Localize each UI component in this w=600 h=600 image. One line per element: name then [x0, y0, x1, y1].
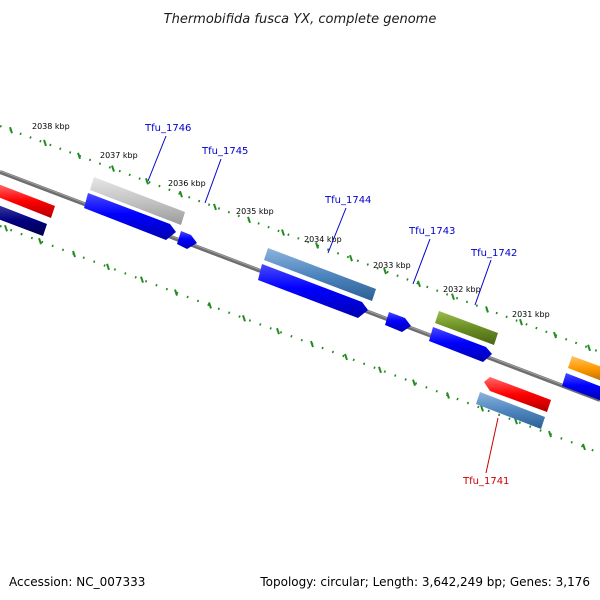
scale-label: 2034 kbp	[304, 235, 342, 244]
major-tick	[72, 250, 76, 258]
major-tick	[174, 289, 178, 296]
cds-1744[interactable]	[258, 264, 368, 318]
major-tick	[412, 379, 416, 386]
scale-label: 2036 kbp	[168, 179, 206, 188]
leader-tfu-1742	[474, 259, 492, 306]
major-tick	[514, 417, 518, 425]
major-tick	[315, 242, 319, 249]
leader-tfu-1743	[412, 238, 431, 285]
gene-tfu-1746-feature[interactable]	[90, 177, 185, 225]
gene-tfu-1742-feature[interactable]	[435, 311, 498, 345]
major-tick	[9, 126, 13, 134]
major-tick	[519, 318, 523, 326]
major-tick	[417, 280, 421, 288]
gene-label-tfu-1741[interactable]: Tfu_1741	[462, 476, 509, 487]
major-tick	[106, 263, 110, 271]
major-tick	[553, 331, 557, 339]
major-tick	[242, 314, 246, 322]
gene-navy-left[interactable]	[0, 205, 47, 236]
major-tick	[43, 139, 47, 147]
major-tick	[383, 267, 387, 275]
major-tick	[548, 430, 552, 438]
cds-right[interactable]	[562, 373, 600, 401]
gene-tfu-1744-feature[interactable]	[264, 248, 376, 301]
scale-label: 2033 kbp	[373, 261, 411, 270]
outer-tick-track	[0, 124, 600, 354]
scale-label: 2037 kbp	[100, 151, 138, 160]
major-tick	[213, 203, 217, 211]
major-tick	[344, 353, 348, 361]
scale-label: 2032 kbp	[443, 285, 481, 294]
major-tick	[480, 405, 484, 412]
major-tick	[281, 229, 285, 236]
gene-red-left[interactable]	[0, 184, 55, 218]
major-tick	[4, 224, 8, 232]
major-tick	[208, 302, 212, 309]
cds-1742[interactable]	[429, 327, 492, 362]
scale-label: 2035 kbp	[236, 207, 274, 216]
major-tick	[485, 306, 489, 313]
major-tick	[38, 237, 42, 245]
topology-text: Topology: circular; Length: 3,642,249 bp…	[259, 575, 590, 589]
gene-tfu-1741-feature[interactable]	[484, 377, 551, 412]
scale-label: 2038 kbp	[32, 122, 70, 131]
major-tick	[582, 443, 586, 451]
scale-labels: 2038 kbp 2037 kbp 2036 kbp 2035 kbp 2034 kbp…	[32, 122, 550, 319]
major-tick	[179, 190, 183, 198]
leader-tfu-1741	[485, 417, 499, 474]
cds-1746[interactable]	[84, 193, 176, 240]
major-tick	[77, 152, 81, 160]
cds-1743[interactable]	[385, 312, 411, 332]
leader-tfu-1745	[204, 158, 222, 204]
major-tick	[446, 392, 450, 399]
accession-text: Accession: NC_007333	[9, 575, 145, 589]
gene-orange-right[interactable]	[568, 356, 600, 381]
inner-tick-track	[0, 224, 600, 455]
major-tick	[310, 340, 314, 348]
major-tick	[587, 344, 591, 352]
gene-label-tfu-1744[interactable]: Tfu_1744	[324, 195, 371, 206]
map-title: Thermobifida fusca YX, complete genome	[164, 12, 437, 27]
major-tick	[349, 254, 353, 262]
gene-features	[0, 177, 600, 429]
major-tick	[247, 216, 251, 224]
leader-tfu-1744	[327, 207, 347, 254]
gene-label-tfu-1745[interactable]: Tfu_1745	[201, 146, 248, 157]
scale-label: 2031 kbp	[512, 310, 550, 319]
major-tick	[378, 366, 382, 374]
major-tick	[111, 165, 115, 172]
gene-labels: Tfu_1746 Tfu_1745 Tfu_1744 Tfu_1743 Tfu_…	[144, 123, 517, 487]
gene-steelblue-reverse[interactable]	[476, 392, 545, 429]
gene-label-lines	[147, 135, 499, 474]
major-tick	[276, 327, 280, 335]
gene-label-tfu-1742[interactable]: Tfu_1742	[470, 248, 517, 259]
major-tick	[145, 178, 149, 185]
major-tick	[140, 276, 144, 284]
leader-tfu-1746	[147, 135, 167, 182]
gene-label-tfu-1743[interactable]: Tfu_1743	[408, 226, 455, 237]
major-tick	[451, 293, 455, 300]
gene-label-tfu-1746[interactable]: Tfu_1746	[144, 123, 191, 134]
cds-1745[interactable]	[177, 231, 197, 249]
